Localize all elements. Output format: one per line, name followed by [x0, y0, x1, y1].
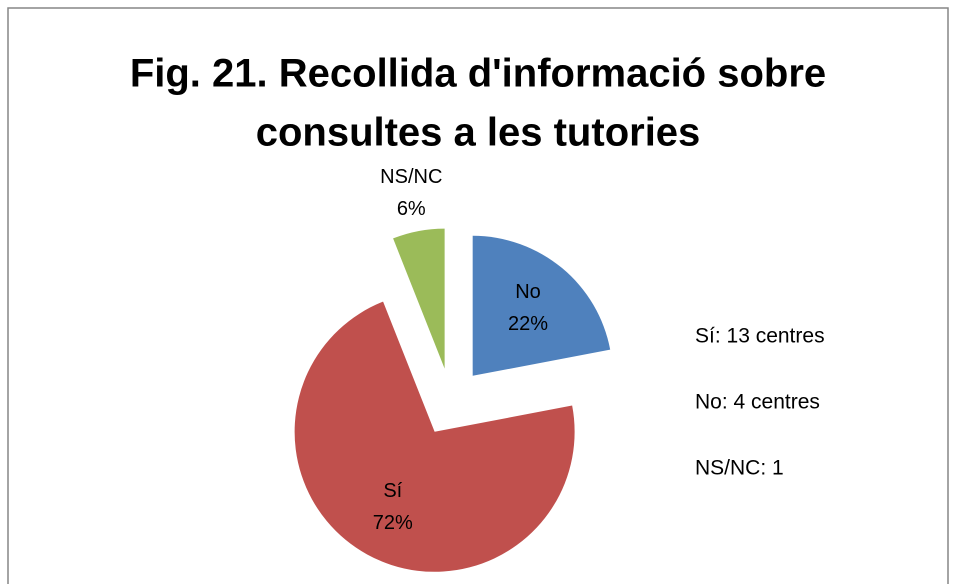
slice-category-label: Sí: [383, 480, 402, 502]
slice-value-label: 22%: [508, 313, 548, 335]
slice-value-label: 6%: [397, 198, 426, 220]
chart-title: consultes a les tutories: [256, 111, 701, 155]
chart-title: Fig. 21. Recollida d'informació sobre: [130, 52, 826, 96]
annotation: No: 4 centres: [695, 391, 820, 414]
annotation: Sí: 13 centres: [695, 325, 825, 348]
pie-slice: [472, 235, 611, 376]
annotation: NS/NC: 1: [695, 457, 784, 480]
slice-category-label: NS/NC: [380, 166, 442, 188]
slice-category-label: No: [515, 281, 541, 303]
pie-slice: [393, 228, 445, 369]
slice-value-label: 72%: [373, 512, 413, 534]
pie-slice: [294, 301, 575, 572]
